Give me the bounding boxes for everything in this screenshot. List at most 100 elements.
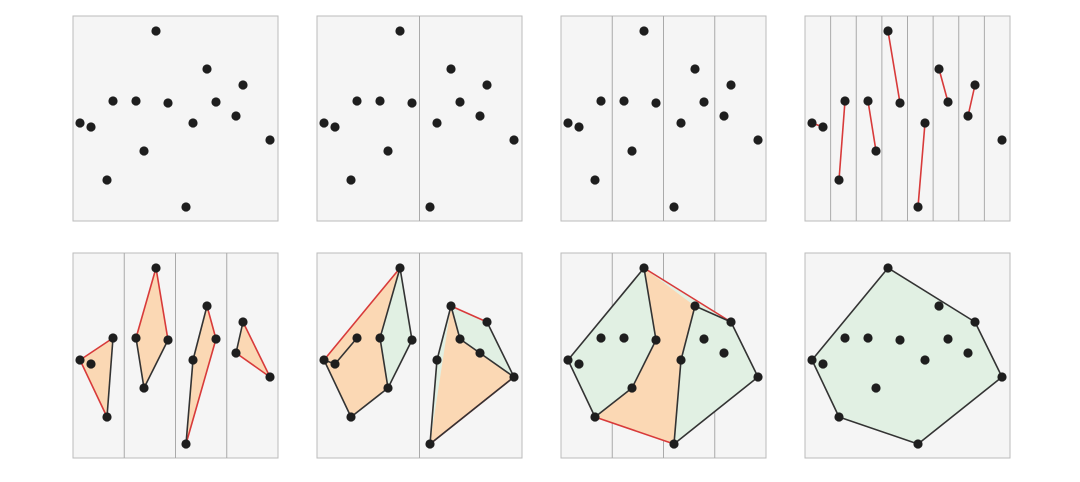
point [86,122,96,132]
point [818,359,828,369]
edge [811,267,889,361]
point [238,317,248,327]
point [330,122,340,132]
point [375,96,385,106]
point [963,348,973,358]
point [871,383,881,393]
point [883,26,893,36]
hull [80,338,113,417]
point [383,383,393,393]
point [726,317,736,327]
point [970,80,980,90]
edge [334,337,358,365]
point [834,412,844,422]
point [425,439,435,449]
point [563,355,573,365]
panel [72,15,279,222]
edge [79,337,114,361]
hull [324,268,400,417]
point [863,333,873,343]
point [102,412,112,422]
point [596,96,606,106]
point [475,348,485,358]
edge [673,359,682,445]
edge [323,267,401,361]
point [690,301,700,311]
point [238,80,248,90]
point [265,135,275,145]
point [446,64,456,74]
edge [680,305,696,361]
point [840,96,850,106]
point [619,333,629,343]
edge [673,376,759,445]
point [319,118,329,128]
point [807,355,817,365]
edge [567,359,596,418]
point [574,359,584,369]
edge [643,267,657,341]
point [475,111,485,121]
point [108,96,118,106]
edge [694,305,732,323]
edge [399,267,413,341]
edge [379,267,401,339]
point [139,383,149,393]
point [895,335,905,345]
edge [185,359,194,445]
point [963,111,973,121]
point [639,26,649,36]
point [997,372,1007,382]
edge [450,305,461,340]
edge [379,337,389,389]
point [690,64,700,74]
point [943,334,953,344]
point [139,146,149,156]
edge [450,305,488,323]
point [211,97,221,107]
point [669,202,679,212]
point [997,135,1007,145]
point [895,98,905,108]
point [265,372,275,382]
point [863,96,873,106]
edge [887,267,976,323]
edge [155,267,169,341]
point [482,80,492,90]
edge [631,339,657,389]
point [913,202,923,212]
edge [567,267,645,361]
edge [235,321,244,354]
point [131,96,141,106]
point [407,98,417,108]
point [455,334,465,344]
edge [838,100,846,181]
point [319,355,329,365]
edge [838,416,919,445]
point [231,111,241,121]
point [719,111,729,121]
edge [192,305,208,361]
edge [350,387,389,418]
point [395,26,405,36]
point [699,97,709,107]
edge [643,267,732,323]
edge [206,305,217,340]
edge [323,359,352,418]
point [726,80,736,90]
hull [430,306,514,444]
point [970,317,980,327]
point [920,118,930,128]
hull [186,306,216,444]
point [75,355,85,365]
edge [135,267,157,339]
point [86,359,96,369]
point [202,301,212,311]
point [934,301,944,311]
point [818,122,828,132]
point [352,333,362,343]
point [425,202,435,212]
point [346,412,356,422]
hull [644,268,758,444]
